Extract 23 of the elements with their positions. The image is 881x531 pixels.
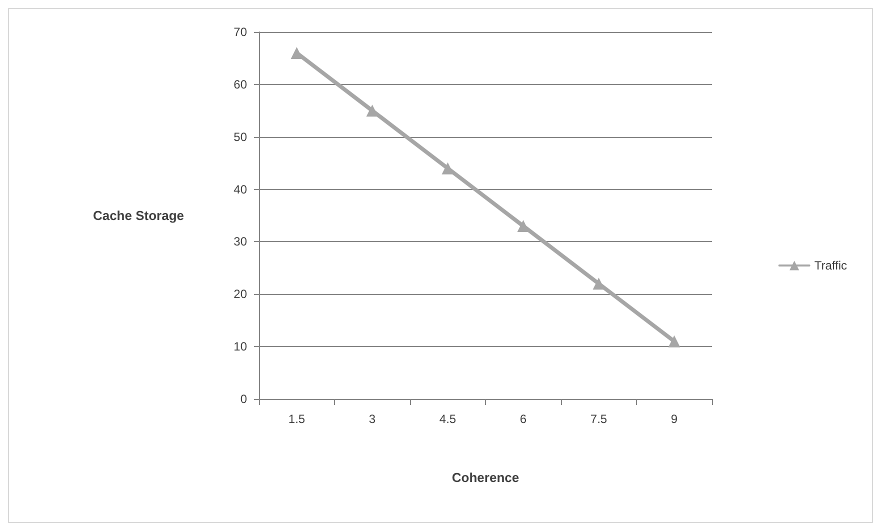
point (442, 162, 454, 174)
y-tick-label: 10 (234, 340, 248, 354)
x-tick-label: 4.5 (439, 412, 456, 426)
y-axis-title: Cache Storage (92, 208, 184, 223)
y-tick-label: 40 (234, 182, 248, 196)
point (668, 335, 680, 348)
y-tick-label: 70 (234, 25, 248, 39)
x-tick-label: 7.5 (590, 412, 608, 426)
point (366, 104, 378, 117)
y-tick-label: 20 (234, 287, 248, 302)
point (517, 220, 530, 232)
y-tick-label: 30 (234, 234, 248, 249)
y-tick-label: 0 (240, 392, 248, 406)
y-tick-label: 60 (234, 77, 248, 92)
x-tick-label: 3 (368, 412, 376, 426)
x-tick-label: 1.5 (288, 412, 306, 426)
y-tick-label: 50 (234, 130, 248, 144)
x-tick-label: 6 (520, 412, 527, 426)
x-axis-title: Coherence (452, 470, 520, 485)
point (290, 46, 303, 59)
x-tick-label: 9 (670, 412, 678, 426)
legend-label: Traffic (814, 258, 847, 272)
point (592, 278, 605, 290)
